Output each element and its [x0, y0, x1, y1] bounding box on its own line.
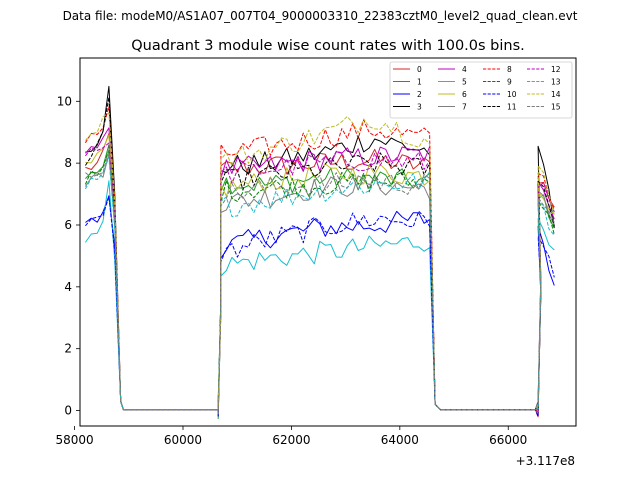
legend-label-15: 15 [551, 103, 561, 112]
legend-label-4: 4 [462, 65, 467, 74]
legend-label-1: 1 [417, 78, 422, 87]
y-tick-label: 6 [64, 218, 72, 232]
series-line-14 [85, 112, 555, 411]
legend-label-9: 9 [507, 78, 512, 87]
chart-title: Quadrant 3 module wise count rates with … [131, 38, 525, 54]
x-tick-label: 58000 [55, 433, 93, 447]
plot-lines [84, 85, 555, 419]
legend-label-0: 0 [417, 65, 422, 74]
legend-label-2: 2 [417, 90, 422, 99]
y-tick-label: 2 [64, 342, 72, 356]
legend-label-10: 10 [507, 90, 517, 99]
x-tick-label: 66000 [489, 433, 527, 447]
legend-label-3: 3 [417, 103, 422, 112]
legend-label-7: 7 [462, 103, 467, 112]
legend-label-5: 5 [462, 78, 467, 87]
legend-label-14: 14 [551, 90, 561, 99]
legend-label-13: 13 [551, 78, 561, 87]
y-tick-label: 8 [64, 156, 72, 170]
suptitle: Data file: modeM0/AS1A07_007T04_90000033… [63, 9, 578, 23]
series-line-15 [85, 149, 555, 415]
x-axis: 58000 60000 62000 64000 66000 [55, 426, 527, 447]
axes-frame [79, 57, 577, 427]
x-tick-label: 64000 [381, 433, 419, 447]
legend-label-6: 6 [462, 90, 467, 99]
x-tick-label: 60000 [164, 433, 202, 447]
y-axis: 0 2 4 6 8 10 [57, 94, 80, 418]
y-tick-label: 4 [64, 280, 72, 294]
legend-label-11: 11 [507, 103, 517, 112]
y-tick-label: 10 [57, 94, 72, 108]
legend-label-8: 8 [507, 65, 512, 74]
y-tick-label: 0 [64, 404, 72, 418]
x-tick-label: 62000 [272, 433, 310, 447]
legend-label-12: 12 [551, 65, 561, 74]
x-offset-label: +3.117e8 [516, 454, 575, 468]
series-line-10 [85, 196, 555, 418]
legend-box [389, 61, 573, 119]
